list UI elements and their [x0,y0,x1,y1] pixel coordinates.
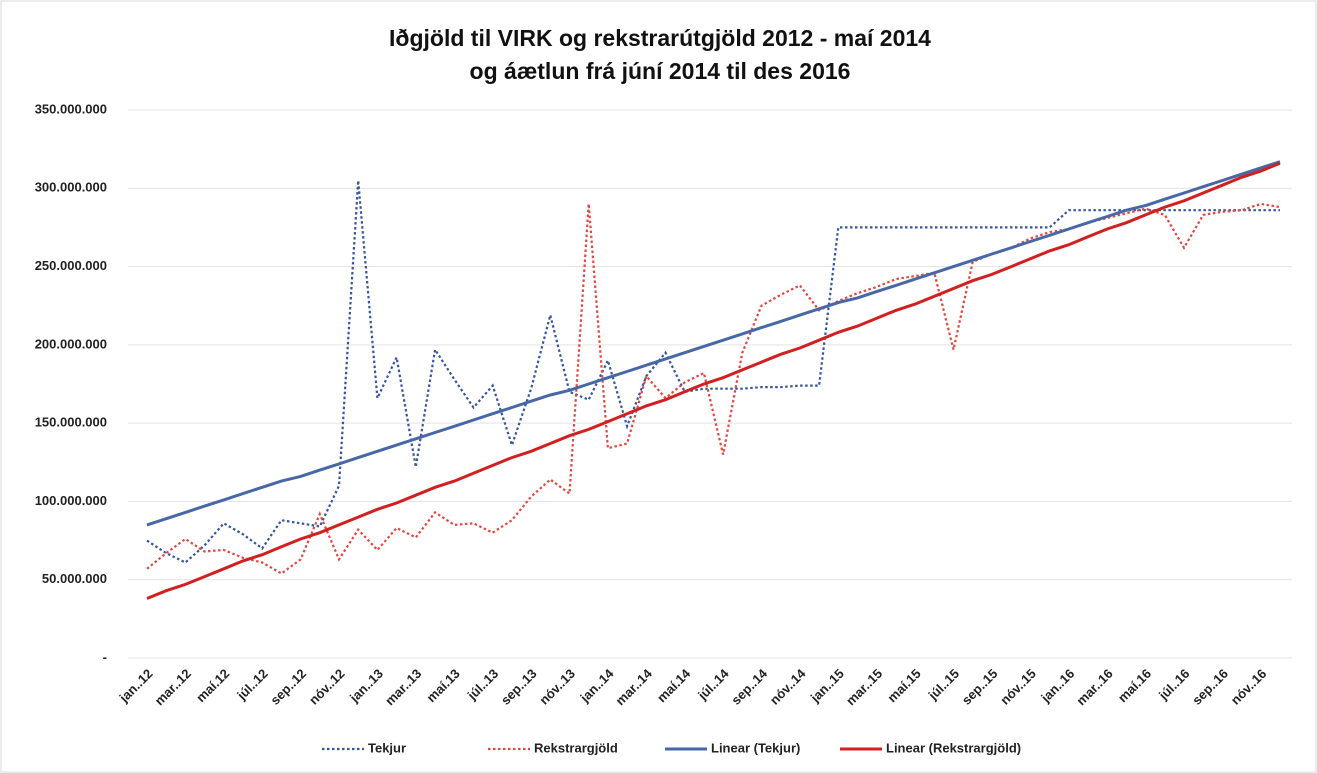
legend-label: Rekstrargjöld [534,740,618,755]
legend-label: Linear (Rekstrargjöld) [886,740,1021,755]
legend-label: Tekjur [368,740,406,755]
y-tick-label: 250.000.000 [35,258,107,273]
series-line [146,160,1281,527]
y-tick-label: - [103,649,107,664]
series-line [146,161,1281,600]
y-tick-label: 350.000.000 [35,101,107,116]
series-line [146,180,1280,564]
y-tick-label: 150.000.000 [35,415,107,430]
y-tick-label: 200.000.000 [35,336,107,351]
y-tick-label: 100.000.000 [35,493,107,508]
series-line [146,202,1281,575]
y-tick-label: 300.000.000 [35,180,107,195]
chart-title: Iðgjöld til VIRK og rekstrarútgjöld 2012… [389,25,931,51]
y-tick-label: 50.000.000 [42,571,107,586]
legend-label: Linear (Tekjur) [711,740,800,755]
chart-subtitle: og áætlun frá júní 2014 til des 2016 [470,58,851,84]
